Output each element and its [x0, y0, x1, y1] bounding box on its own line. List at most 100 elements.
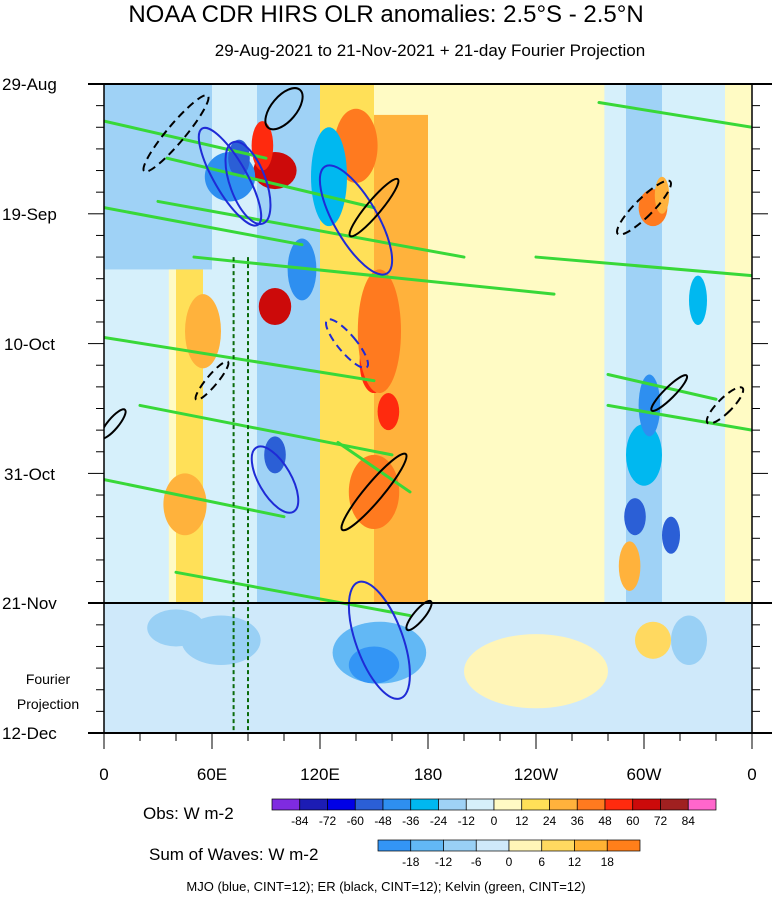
- kelvin-contour: [597, 101, 752, 129]
- kelvin-contour: [104, 119, 268, 160]
- obs-colorbar-tick-label: -60: [347, 814, 365, 828]
- kelvin-contour: [104, 478, 286, 519]
- obs-colorbar-swatch: [465, 798, 495, 811]
- obs-colorbar-swatch: [632, 798, 661, 811]
- anomaly-feature: [163, 473, 207, 536]
- obs-colorbar-tick-label: -12: [458, 814, 476, 828]
- obs-colorbar-swatch: [549, 798, 578, 811]
- anomaly-feature: [638, 374, 661, 437]
- obs-colorbar-swatch: [299, 798, 328, 811]
- obs-colorbar-tick-label: 60: [626, 814, 640, 828]
- projection-feature: [348, 646, 400, 684]
- mjo-contour: [318, 164, 394, 276]
- waves-colorbar-swatch: [574, 839, 608, 852]
- x-tick-label-6: 0: [747, 765, 756, 784]
- y-tick-label-3: 31-Oct: [4, 465, 55, 484]
- waves-colorbar-swatch: [475, 839, 510, 852]
- waves-colorbar-swatch: [443, 839, 477, 852]
- obs-colorbar: -84 -72 -60 -48 -36 -24 -12 0 12 24 36 48 60 72 84: [271, 798, 717, 828]
- waves-colorbar-swatch: [410, 839, 444, 852]
- obs-colorbar-swatch: [354, 798, 384, 811]
- anomaly-feature: [311, 127, 347, 227]
- obs-colorbar-tick-label: 48: [598, 814, 612, 828]
- anomaly-field: [104, 84, 752, 733]
- kelvin-contour: [104, 335, 376, 383]
- projection-label-line2: Projection: [17, 696, 79, 712]
- obs-colorbar-tick-label: 72: [654, 814, 668, 828]
- y-tick-label-0: 29-Aug: [2, 75, 57, 94]
- anomaly-feature: [624, 498, 646, 536]
- er-contour: [194, 360, 230, 401]
- kelvin-contour: [165, 156, 376, 210]
- obs-colorbar-swatch: [604, 798, 634, 811]
- obs-colorbar-swatch: [438, 798, 467, 811]
- obs-colorbar-swatch: [271, 798, 301, 811]
- obs-colorbar-tick-label: 24: [543, 814, 557, 828]
- waves-colorbar-swatch: [377, 839, 412, 852]
- waves-colorbar-tick-label: 0: [506, 855, 513, 869]
- x-tick-label-1: 60E: [197, 765, 227, 784]
- chart-title: NOAA CDR HIRS OLR anomalies: 2.5°S - 2.5…: [128, 1, 643, 28]
- projection-feature: [147, 609, 205, 647]
- waves-colorbar-tick-label: -6: [471, 855, 482, 869]
- y-tick-label-1: 19-Sep: [2, 205, 57, 224]
- mjo-contour: [224, 140, 272, 226]
- axis-ticks: [88, 83, 768, 749]
- er-contour: [405, 599, 433, 632]
- waves-colorbar-swatch: [541, 839, 575, 852]
- obs-colorbar-swatch: [660, 798, 689, 811]
- obs-colorbar-tick-label: 12: [515, 814, 529, 828]
- mjo-contour: [324, 318, 370, 369]
- obs-colorbar-tick-label: 36: [571, 814, 585, 828]
- waves-colorbar: -18 -12 -6 0 6 12 18: [377, 839, 641, 869]
- projection-feature: [464, 634, 608, 709]
- mjo-contour: [197, 126, 263, 227]
- waves-colorbar-swatch: [606, 839, 641, 852]
- waves-colorbar-tick-label: -18: [402, 855, 420, 869]
- waves-colorbar-tick-label: 18: [601, 855, 615, 869]
- obs-colorbar-tick-label: 0: [491, 814, 498, 828]
- anomaly-feature: [348, 454, 400, 530]
- anomaly-feature: [689, 275, 707, 326]
- kelvin-contour: [138, 403, 394, 457]
- er-contour: [616, 179, 672, 236]
- er-contour: [340, 452, 408, 532]
- y-tick-label-5: 12-Dec: [2, 724, 57, 743]
- kelvin-contour: [156, 199, 466, 259]
- x-tick-label-4: 120W: [514, 765, 558, 784]
- waves-colorbar-tick-label: 12: [568, 855, 582, 869]
- waves-colorbar-swatch: [508, 839, 543, 852]
- anomaly-band: [662, 84, 725, 604]
- wave-contours: [104, 87, 752, 733]
- anomaly-feature: [509, 386, 545, 462]
- waves-colorbar-label: Sum of Waves: W m-2: [149, 845, 318, 864]
- waves-colorbar-tick-label: -12: [435, 855, 453, 869]
- projection-label-line1: Fourier: [26, 671, 71, 687]
- obs-colorbar-tick-label: -48: [374, 814, 392, 828]
- er-contour: [348, 177, 400, 238]
- anomaly-band: [604, 84, 626, 604]
- mjo-contour: [347, 580, 411, 700]
- anomaly-band: [104, 84, 212, 270]
- projection-feature: [635, 621, 671, 659]
- er-contour: [104, 408, 127, 440]
- anomaly-feature: [357, 269, 401, 394]
- obs-colorbar-swatch: [410, 798, 439, 811]
- er-contour: [705, 386, 745, 425]
- x-tick-label-2: 120E: [300, 765, 340, 784]
- anomaly-feature: [377, 393, 400, 431]
- anomaly-feature: [626, 423, 662, 486]
- obs-colorbar-swatch: [687, 798, 717, 811]
- er-contour: [264, 87, 304, 131]
- anomaly-feature: [258, 287, 292, 326]
- y-tick-label-4: 21-Nov: [2, 594, 57, 613]
- kelvin-contour: [336, 440, 412, 494]
- kelvin-contour: [606, 403, 752, 432]
- kelvin-contour: [534, 255, 752, 278]
- projection-feature: [671, 615, 707, 666]
- chart-subtitle: 29-Aug-2021 to 21-Nov-2021 + 21-day Four…: [215, 41, 645, 60]
- obs-colorbar-swatch: [576, 798, 606, 811]
- obs-colorbar-label: Obs: W m-2: [143, 804, 234, 823]
- chart-footer: MJO (blue, CINT=12); ER (black, CINT=12)…: [186, 879, 585, 894]
